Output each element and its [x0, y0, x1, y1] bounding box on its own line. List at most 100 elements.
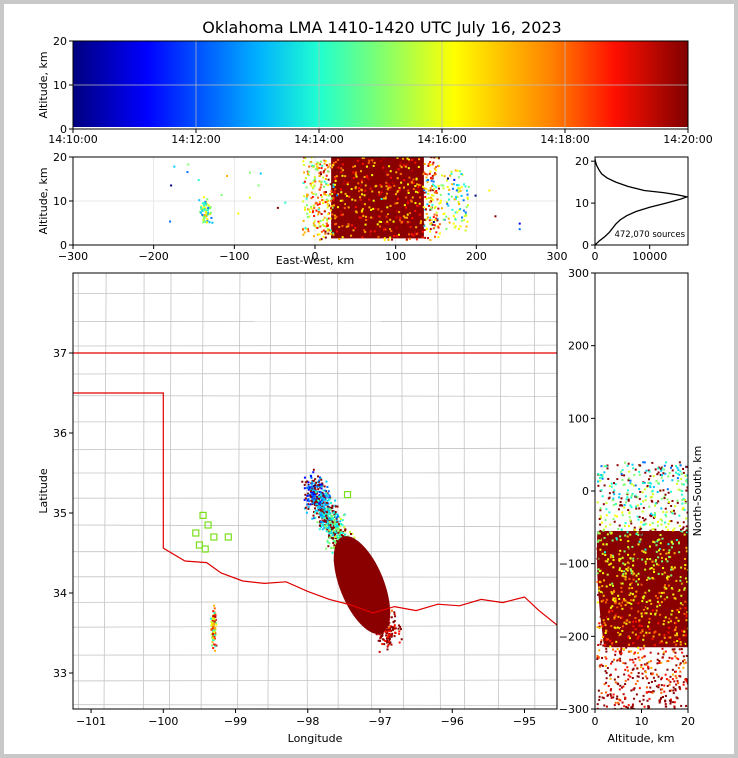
vhf-source	[404, 178, 407, 181]
vhf-source	[327, 184, 330, 187]
vhf-source	[425, 218, 428, 221]
vhf-source	[307, 503, 310, 506]
vhf-source	[325, 523, 328, 526]
vhf-source	[322, 524, 325, 527]
vhf-source	[213, 607, 216, 610]
vhf-source	[686, 580, 688, 583]
vhf-source	[677, 666, 680, 669]
vhf-source	[685, 465, 688, 468]
vhf-source	[319, 219, 322, 222]
vhf-source	[642, 461, 645, 464]
vhf-source	[372, 164, 375, 167]
county-line	[369, 273, 373, 709]
vhf-source	[601, 521, 604, 524]
vhf-source	[628, 512, 631, 515]
time-tick-label: 14:16:00	[417, 133, 466, 146]
vhf-source	[305, 195, 308, 198]
vhf-source	[329, 512, 332, 515]
vhf-source	[630, 602, 633, 605]
vhf-source	[387, 637, 390, 640]
vhf-source	[341, 174, 344, 177]
vhf-source	[343, 526, 346, 529]
vhf-source	[339, 531, 342, 534]
vhf-source	[606, 616, 609, 619]
vhf-source	[358, 204, 361, 207]
vhf-source	[632, 688, 635, 691]
vhf-source	[332, 185, 335, 188]
east-west-tick-label: 100	[385, 250, 406, 263]
vhf-source	[330, 516, 333, 519]
altitude-tick-label: 10	[635, 715, 649, 728]
vhf-source	[316, 161, 319, 164]
vhf-source	[211, 635, 214, 638]
vhf-source	[666, 685, 669, 688]
vhf-source	[420, 220, 423, 223]
vhf-source	[321, 520, 324, 523]
vhf-source	[398, 187, 401, 190]
vhf-source	[214, 618, 217, 621]
vhf-source	[604, 643, 607, 646]
vhf-source	[682, 483, 685, 486]
vhf-source	[329, 209, 332, 212]
vhf-source	[597, 593, 600, 596]
vhf-source	[202, 215, 205, 218]
vhf-source	[205, 208, 208, 211]
vhf-source	[321, 491, 324, 494]
vhf-source	[673, 512, 676, 515]
vhf-source	[627, 566, 630, 569]
vhf-source	[332, 157, 335, 159]
vhf-source	[601, 696, 604, 699]
vhf-source	[314, 516, 317, 519]
vhf-source	[636, 667, 639, 670]
vhf-source	[617, 675, 620, 678]
vhf-source	[460, 219, 463, 222]
vhf-source	[634, 682, 637, 685]
vhf-source	[348, 195, 351, 198]
vhf-source	[677, 619, 680, 622]
vhf-source	[609, 689, 612, 692]
vhf-source	[375, 184, 378, 187]
vhf-source	[685, 619, 688, 622]
vhf-source	[320, 183, 323, 186]
vhf-source	[681, 582, 684, 585]
vhf-source	[596, 654, 599, 657]
vhf-source	[437, 236, 440, 239]
vhf-source	[644, 562, 647, 565]
vhf-source	[388, 196, 391, 199]
vhf-source	[663, 598, 666, 601]
vhf-source	[323, 526, 326, 529]
vhf-source	[405, 196, 408, 199]
vhf-source	[326, 228, 329, 231]
vhf-source	[309, 495, 312, 498]
vhf-source	[386, 206, 389, 209]
vhf-source	[642, 550, 645, 553]
vhf-source	[304, 227, 307, 230]
vhf-source	[666, 498, 669, 501]
vhf-source	[429, 196, 432, 199]
vhf-source	[618, 553, 621, 556]
vhf-source	[313, 501, 316, 504]
vhf-source	[377, 208, 380, 211]
vhf-source	[394, 202, 397, 205]
vhf-source	[326, 206, 329, 209]
vhf-source	[308, 165, 311, 168]
vhf-source	[330, 528, 333, 531]
vhf-source	[629, 533, 632, 536]
vhf-source	[686, 627, 688, 630]
vhf-source	[646, 665, 649, 668]
vhf-source	[629, 629, 632, 632]
vhf-source	[638, 700, 641, 703]
vhf-source	[598, 649, 601, 652]
vhf-source	[303, 507, 306, 510]
vhf-source	[419, 222, 422, 225]
vhf-source	[328, 518, 331, 521]
vhf-source	[670, 657, 673, 660]
vhf-source	[334, 222, 337, 225]
vhf-source	[364, 215, 367, 218]
vhf-source	[334, 505, 337, 508]
vhf-source	[313, 178, 316, 181]
vhf-source	[312, 204, 315, 207]
vhf-source	[427, 192, 430, 195]
